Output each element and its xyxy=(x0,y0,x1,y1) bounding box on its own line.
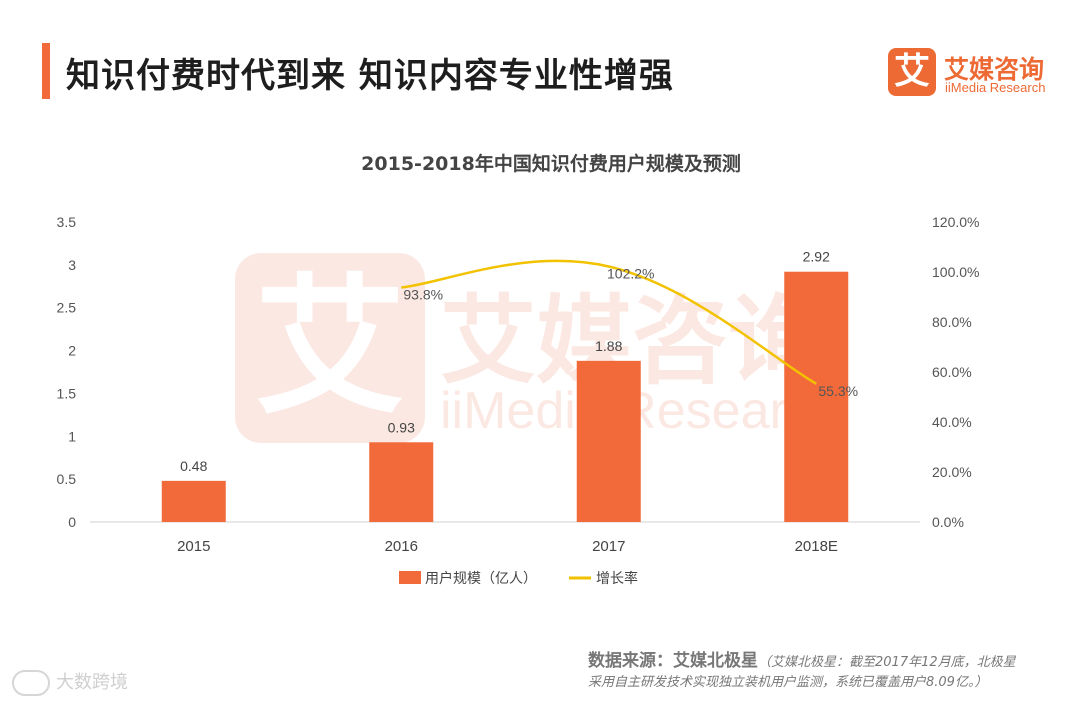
x-tick-label: 2018E xyxy=(795,538,838,555)
logo-name-cn: 艾媒咨询 xyxy=(944,55,1045,84)
y-left-tick-label: 2.5 xyxy=(57,300,77,316)
logo-name-en: iiMedia Research xyxy=(945,80,1046,95)
source-note-line1: （艾媒北极星：截至2017年12月底，北极星 xyxy=(758,655,1016,670)
logo-mark: 艾 xyxy=(888,48,936,96)
bar xyxy=(576,360,641,522)
y-left-tick-label: 3 xyxy=(68,257,76,273)
bar-data-label: 2.92 xyxy=(803,249,830,265)
bar xyxy=(784,271,849,522)
growth-line xyxy=(401,259,817,385)
y-left-tick-label: 1.5 xyxy=(57,385,77,401)
y-right-tick-label: 80.0% xyxy=(932,314,972,330)
bar-data-label: 0.93 xyxy=(388,419,415,435)
y-left-tick-label: 2 xyxy=(68,343,76,359)
y-right-tick-label: 20.0% xyxy=(932,464,972,480)
brand-logo: 艾 艾媒咨询 iiMedia Research xyxy=(888,48,1068,104)
legend-line-label: 增长率 xyxy=(596,570,638,587)
corner-watermark: 大数跨境 xyxy=(12,668,128,696)
line-data-label: 93.8% xyxy=(403,287,443,303)
line-data-label: 55.3% xyxy=(818,383,858,399)
source-label: 数据来源：艾媒北极星 xyxy=(588,651,758,671)
x-tick-label: 2016 xyxy=(385,538,418,555)
y-right-tick-label: 40.0% xyxy=(932,414,972,430)
chart-bars: 0.48 0.93 1.88 2.92 xyxy=(161,249,849,522)
x-tick-label: 2017 xyxy=(592,538,625,555)
line-data-label: 102.2% xyxy=(607,266,654,282)
x-tick-label: 2015 xyxy=(177,538,210,555)
y-right-tick-label: 60.0% xyxy=(932,364,972,380)
bar xyxy=(161,480,226,522)
legend-bar-label: 用户规模（亿人） xyxy=(425,570,537,587)
chart-growth-line: 93.8% 102.2% 55.3% xyxy=(401,259,858,399)
chart-axes: 0 0.5 1 1.5 2 2.5 3 3.5 0.0% 20.0% 40.0% 60.0% 80.0%… xyxy=(57,214,980,555)
y-left-tick-label: 0.5 xyxy=(57,471,77,487)
y-left-tick-label: 0 xyxy=(68,514,76,530)
page-title: 知识付费时代到来 知识内容专业性增强 xyxy=(66,56,674,96)
bar xyxy=(369,442,434,522)
y-right-tick-label: 100.0% xyxy=(932,264,979,280)
y-left-tick-label: 1 xyxy=(68,428,76,444)
chart-legend: 用户规模（亿人） 增长率 xyxy=(399,570,638,587)
y-right-tick-label: 120.0% xyxy=(932,214,979,230)
bar-data-label: 0.48 xyxy=(180,458,207,474)
corner-watermark-text: 大数跨境 xyxy=(56,672,128,693)
y-left-tick-label: 3.5 xyxy=(57,214,77,230)
legend-bar-swatch xyxy=(399,571,421,584)
bar-data-label: 1.88 xyxy=(595,338,622,354)
y-right-tick-label: 0.0% xyxy=(932,514,964,530)
data-source-note: 数据来源：艾媒北极星（艾媒北极星：截至2017年12月底，北极星 采用自主研发技… xyxy=(588,651,1058,693)
chart-title: 2015-2018年中国知识付费用户规模及预测 xyxy=(361,152,741,175)
chat-bubble-icon xyxy=(12,670,50,696)
title-accent-bar xyxy=(42,43,50,99)
source-note-line2: 采用自主研发技术实现独立装机用户监测，系统已覆盖用户8.09亿。） xyxy=(588,675,988,690)
